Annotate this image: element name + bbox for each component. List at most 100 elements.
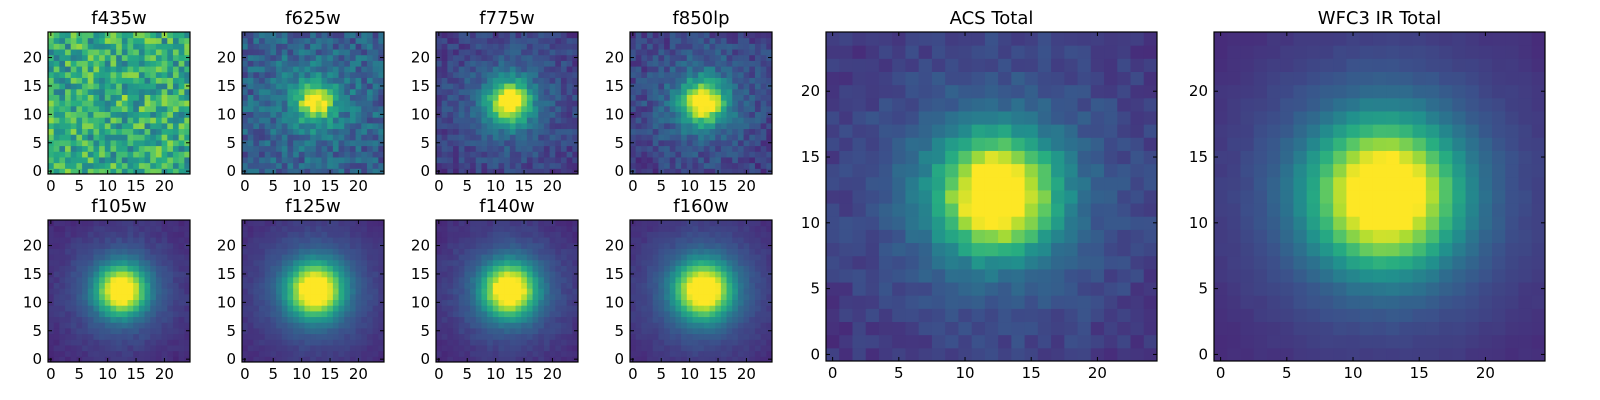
y-tick-label: 5 bbox=[226, 322, 236, 340]
pixel bbox=[65, 339, 72, 346]
pixel bbox=[470, 105, 477, 113]
pixel bbox=[378, 37, 385, 44]
pixel bbox=[549, 100, 556, 107]
pixel bbox=[281, 259, 288, 266]
pixel bbox=[441, 316, 448, 323]
pixel bbox=[532, 105, 539, 113]
pixel bbox=[464, 43, 471, 50]
pixel bbox=[110, 225, 117, 232]
pixel bbox=[492, 225, 499, 232]
pixel bbox=[692, 134, 699, 141]
pixel bbox=[709, 94, 716, 101]
pixel bbox=[281, 43, 288, 50]
pixel bbox=[521, 111, 528, 118]
pixel bbox=[65, 305, 72, 312]
pixel bbox=[464, 94, 471, 101]
pixel bbox=[99, 242, 106, 249]
pixel bbox=[709, 282, 716, 289]
pixel bbox=[675, 71, 682, 78]
pixel bbox=[304, 350, 311, 357]
pixel bbox=[749, 60, 756, 67]
pixel bbox=[264, 168, 271, 175]
pixel bbox=[133, 122, 140, 130]
pixel bbox=[715, 134, 722, 141]
pixel bbox=[521, 145, 528, 152]
pixel bbox=[304, 49, 311, 56]
pixel bbox=[104, 242, 111, 249]
pixel bbox=[560, 88, 568, 95]
pixel bbox=[349, 282, 357, 289]
pixel bbox=[76, 94, 83, 101]
pixel bbox=[127, 293, 134, 301]
pixel bbox=[515, 305, 522, 312]
pixel bbox=[630, 88, 637, 95]
pixel bbox=[453, 242, 460, 249]
pixel bbox=[526, 134, 534, 141]
pixel bbox=[133, 71, 140, 78]
pixel bbox=[70, 156, 77, 164]
pixel bbox=[538, 339, 545, 346]
pixel bbox=[253, 111, 260, 118]
pixel bbox=[310, 71, 317, 78]
pixel bbox=[475, 134, 482, 141]
pixel bbox=[509, 310, 517, 318]
pixel bbox=[743, 305, 750, 312]
pixel bbox=[692, 276, 699, 283]
pixel bbox=[760, 139, 767, 147]
pixel bbox=[543, 43, 551, 50]
pixel bbox=[178, 327, 185, 335]
pixel bbox=[349, 305, 357, 312]
pixel bbox=[709, 168, 716, 175]
pixel bbox=[338, 37, 345, 44]
pixel bbox=[315, 168, 323, 175]
pixel bbox=[475, 225, 482, 232]
pixel bbox=[566, 282, 573, 289]
pixel bbox=[172, 237, 180, 244]
pixel bbox=[65, 350, 72, 357]
pixel bbox=[635, 100, 642, 107]
pixel bbox=[686, 66, 693, 73]
pixel bbox=[70, 77, 77, 84]
pixel bbox=[692, 37, 699, 44]
pixel bbox=[87, 299, 94, 306]
pixel bbox=[372, 356, 379, 363]
pixel bbox=[99, 310, 106, 318]
pixel bbox=[681, 145, 688, 152]
pixel bbox=[167, 259, 174, 266]
pixel bbox=[475, 128, 482, 135]
pixel bbox=[720, 350, 728, 357]
pixel bbox=[310, 77, 317, 84]
pixel bbox=[82, 248, 89, 255]
pixel bbox=[127, 231, 134, 238]
pixel bbox=[344, 94, 351, 101]
pixel bbox=[538, 134, 545, 141]
pixel bbox=[698, 66, 705, 73]
pixel bbox=[703, 282, 711, 289]
pixel bbox=[509, 156, 517, 164]
pixel bbox=[647, 105, 654, 113]
pixel bbox=[48, 316, 55, 323]
pixel bbox=[293, 145, 300, 152]
pixel bbox=[293, 225, 300, 232]
pixel bbox=[726, 151, 733, 158]
pixel bbox=[361, 83, 368, 90]
pixel bbox=[475, 327, 482, 335]
pixel bbox=[247, 327, 254, 335]
pixel bbox=[743, 37, 750, 44]
pixel bbox=[310, 88, 317, 95]
pixel bbox=[298, 265, 305, 272]
pixel bbox=[310, 54, 317, 61]
pixel bbox=[121, 162, 129, 169]
pixel bbox=[543, 316, 551, 323]
pixel bbox=[698, 288, 705, 295]
pixel bbox=[538, 139, 545, 147]
pixel bbox=[287, 231, 294, 238]
pixel bbox=[304, 94, 311, 101]
pixel bbox=[344, 299, 351, 306]
pixel bbox=[281, 242, 288, 249]
pixel bbox=[332, 100, 340, 107]
pixel bbox=[327, 94, 334, 101]
pixel bbox=[464, 134, 471, 141]
pixel bbox=[104, 128, 111, 135]
pixel bbox=[259, 276, 266, 283]
